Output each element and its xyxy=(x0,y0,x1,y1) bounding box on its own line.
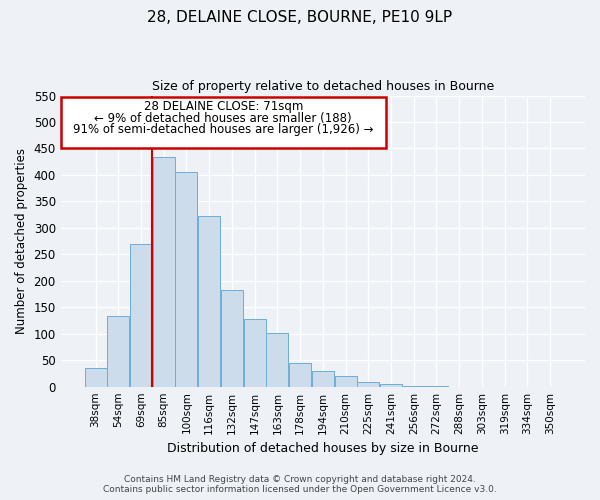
Title: Size of property relative to detached houses in Bourne: Size of property relative to detached ho… xyxy=(152,80,494,93)
Bar xyxy=(107,316,129,386)
Text: 28, DELAINE CLOSE, BOURNE, PE10 9LP: 28, DELAINE CLOSE, BOURNE, PE10 9LP xyxy=(148,10,452,25)
Bar xyxy=(152,158,175,386)
Text: 91% of semi-detached houses are larger (1,926) →: 91% of semi-detached houses are larger (… xyxy=(73,123,373,136)
Bar xyxy=(198,216,220,386)
Bar xyxy=(380,384,402,386)
Bar xyxy=(85,368,107,386)
FancyBboxPatch shape xyxy=(61,97,386,148)
Bar xyxy=(312,371,334,386)
Text: 28 DELAINE CLOSE: 71sqm: 28 DELAINE CLOSE: 71sqm xyxy=(143,100,303,113)
Bar xyxy=(266,332,289,386)
Text: Contains HM Land Registry data © Crown copyright and database right 2024.: Contains HM Land Registry data © Crown c… xyxy=(124,475,476,484)
Text: Contains public sector information licensed under the Open Government Licence v3: Contains public sector information licen… xyxy=(103,485,497,494)
Bar xyxy=(130,244,152,386)
X-axis label: Distribution of detached houses by size in Bourne: Distribution of detached houses by size … xyxy=(167,442,479,455)
Bar xyxy=(357,382,379,386)
Text: ← 9% of detached houses are smaller (188): ← 9% of detached houses are smaller (188… xyxy=(94,112,352,124)
Y-axis label: Number of detached properties: Number of detached properties xyxy=(15,148,28,334)
Bar xyxy=(335,376,356,386)
Bar xyxy=(244,320,266,386)
Bar xyxy=(175,172,197,386)
Bar xyxy=(289,363,311,386)
Bar xyxy=(221,290,243,386)
